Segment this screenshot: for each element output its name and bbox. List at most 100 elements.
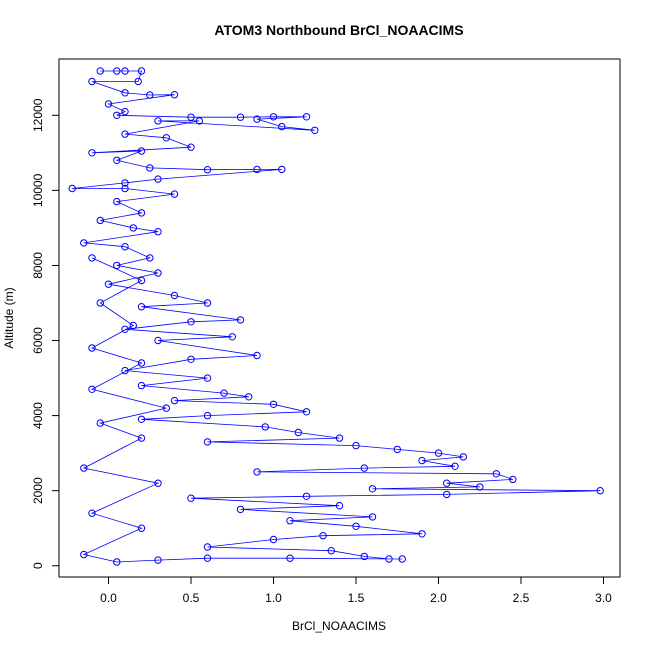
data-point xyxy=(121,89,129,97)
data-point xyxy=(385,555,393,563)
data-point xyxy=(121,179,129,187)
data-point xyxy=(137,303,146,311)
data-point xyxy=(269,113,278,121)
data-point xyxy=(269,535,278,544)
data-point xyxy=(286,554,294,562)
data-point xyxy=(137,359,146,367)
data-point xyxy=(187,318,195,326)
data-point xyxy=(278,122,286,131)
data-point xyxy=(121,366,129,375)
data-point xyxy=(195,117,204,125)
data-point xyxy=(418,456,426,465)
data-point xyxy=(80,464,88,472)
data-point xyxy=(129,224,138,232)
x-tick-label: 1.0 xyxy=(265,591,282,605)
data-point xyxy=(146,91,154,99)
data-point xyxy=(146,254,154,262)
data-point xyxy=(104,100,113,108)
series-line xyxy=(72,70,601,563)
data-point xyxy=(113,111,121,120)
data-point xyxy=(96,216,105,225)
x-tick-label: 0.5 xyxy=(183,591,200,605)
data-point xyxy=(113,558,121,566)
y-tick-label: 10000 xyxy=(31,173,45,207)
y-tick-label: 12000 xyxy=(31,98,45,132)
data-point xyxy=(203,438,212,446)
data-point xyxy=(88,385,96,393)
data-point xyxy=(137,147,146,155)
data-point xyxy=(121,67,129,75)
data-point xyxy=(137,381,146,390)
data-point xyxy=(146,164,154,172)
data-point xyxy=(352,522,360,530)
data-point xyxy=(492,470,500,478)
data-layer xyxy=(68,67,604,566)
data-point xyxy=(121,184,129,193)
x-axis: 0.0 0.5 1.0 1.5 2.0 2.5 3.0 xyxy=(100,576,612,605)
data-point xyxy=(368,513,377,521)
data-point xyxy=(302,113,311,121)
data-point xyxy=(335,434,344,442)
data-point xyxy=(203,374,212,382)
data-point xyxy=(170,190,179,198)
data-point xyxy=(154,479,162,487)
data-point xyxy=(476,483,484,491)
data-point xyxy=(253,115,261,123)
data-point xyxy=(80,550,88,559)
data-point xyxy=(434,449,443,457)
data-point xyxy=(203,543,212,551)
data-point xyxy=(113,67,121,75)
data-point xyxy=(236,316,245,324)
data-point xyxy=(509,475,517,484)
data-point xyxy=(278,165,286,174)
data-point xyxy=(368,485,377,493)
data-point xyxy=(170,91,179,99)
data-point xyxy=(113,197,121,206)
data-point xyxy=(88,77,96,86)
data-point xyxy=(134,77,142,86)
data-point xyxy=(335,502,344,510)
y-tick-label: 2000 xyxy=(31,477,45,504)
y-axis-label: Altitude (m) xyxy=(2,287,16,348)
data-point xyxy=(154,556,162,564)
data-point xyxy=(187,113,195,121)
y-tick-label: 0 xyxy=(31,562,45,569)
data-point xyxy=(360,552,368,561)
data-point xyxy=(154,269,162,277)
data-point xyxy=(137,434,146,442)
data-point xyxy=(88,149,96,157)
data-point xyxy=(253,468,261,476)
data-point xyxy=(228,333,237,341)
y-tick-label: 6000 xyxy=(31,327,45,354)
x-axis-label: BrCl_NOAACIMS xyxy=(292,619,386,633)
data-point xyxy=(286,517,294,525)
data-point xyxy=(451,462,459,470)
data-point xyxy=(162,404,171,412)
data-point xyxy=(121,107,129,116)
data-point xyxy=(113,156,121,165)
data-point xyxy=(253,351,261,360)
data-point xyxy=(121,243,129,251)
data-point xyxy=(137,415,146,423)
y-axis: 0 2000 4000 6000 8000 10000 12000 xyxy=(31,98,60,569)
data-point xyxy=(443,479,451,487)
data-point xyxy=(459,453,467,461)
data-point xyxy=(88,344,96,352)
data-point xyxy=(187,143,195,151)
data-point xyxy=(154,175,162,183)
data-point xyxy=(154,228,162,236)
data-point xyxy=(170,291,179,300)
x-tick-label: 2.5 xyxy=(513,591,530,605)
data-point xyxy=(327,547,335,555)
data-point xyxy=(302,408,311,416)
data-point xyxy=(137,276,146,285)
data-point xyxy=(443,490,451,499)
data-point xyxy=(113,261,121,270)
x-tick-label: 2.0 xyxy=(430,591,447,605)
data-point xyxy=(220,389,228,397)
data-point xyxy=(187,494,195,502)
data-point xyxy=(137,209,146,217)
data-point xyxy=(96,299,105,307)
data-point xyxy=(154,117,162,125)
